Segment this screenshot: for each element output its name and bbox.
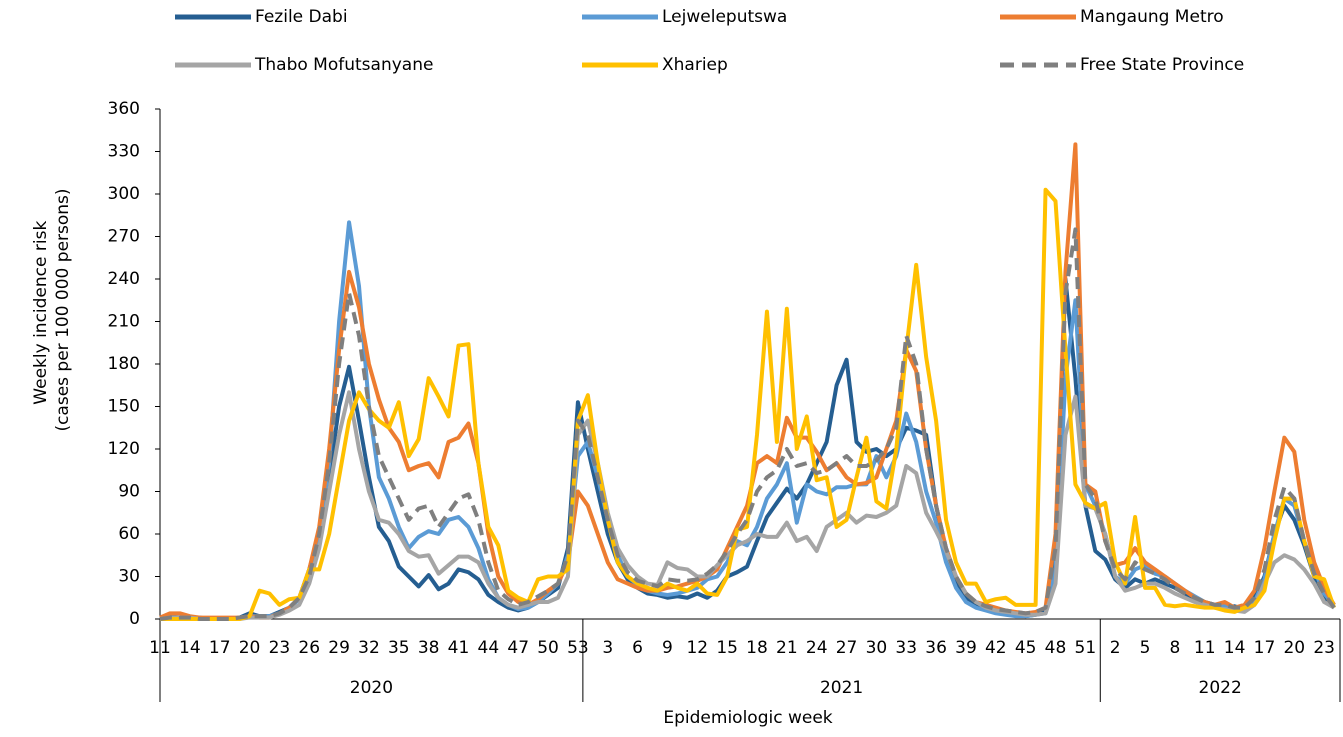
x-tick-label: 53 bbox=[567, 638, 589, 658]
group-label: 2021 bbox=[820, 678, 863, 698]
x-tick-label: 17 bbox=[1254, 638, 1276, 658]
y-tick-label: 180 bbox=[108, 354, 140, 374]
y-tick-label: 150 bbox=[108, 397, 140, 417]
x-tick-label: 14 bbox=[179, 638, 201, 658]
x-tick-label: 8 bbox=[1169, 638, 1180, 658]
x-tick-label: 20 bbox=[1283, 638, 1305, 658]
legend-label: Xhariep bbox=[662, 55, 728, 75]
x-tick-label: 23 bbox=[269, 638, 291, 658]
y-axis-title-line: (cases per 100 000 persons) bbox=[53, 188, 73, 431]
legend-label: Lejweleputswa bbox=[662, 7, 787, 27]
x-tick-label: 44 bbox=[478, 638, 500, 658]
x-tick-label: 27 bbox=[836, 638, 858, 658]
x-tick-label: 45 bbox=[1015, 638, 1037, 658]
x-tick-label: 39 bbox=[955, 638, 977, 658]
x-tick-label: 36 bbox=[925, 638, 947, 658]
x-tick-label: 6 bbox=[632, 638, 643, 658]
x-tick-label: 35 bbox=[388, 638, 410, 658]
x-tick-label: 42 bbox=[985, 638, 1007, 658]
group-label: 2022 bbox=[1199, 678, 1242, 698]
x-tick-label: 11 bbox=[149, 638, 171, 658]
x-tick-label: 20 bbox=[239, 638, 261, 658]
x-tick-label: 30 bbox=[866, 638, 888, 658]
series-line bbox=[159, 390, 1336, 621]
x-tick-label: 12 bbox=[686, 638, 708, 658]
y-tick-label: 240 bbox=[108, 269, 140, 289]
legend-label: Mangaung Metro bbox=[1080, 7, 1224, 27]
x-tick-label: 18 bbox=[746, 638, 768, 658]
series-line bbox=[159, 227, 1336, 621]
legend-label: Fezile Dabi bbox=[255, 7, 348, 27]
x-tick-label: 23 bbox=[1313, 638, 1335, 658]
x-axis-title: Epidemiologic week bbox=[663, 708, 832, 728]
x-tick-label: 9 bbox=[662, 638, 673, 658]
y-tick-label: 330 bbox=[108, 142, 140, 162]
y-axis-title: Weekly incidence risk (cases per 100 000… bbox=[31, 188, 73, 431]
x-tick-label: 14 bbox=[1224, 638, 1246, 658]
y-tick-label: 30 bbox=[118, 567, 140, 587]
x-tick-label: 29 bbox=[328, 638, 350, 658]
group-label: 2020 bbox=[350, 678, 393, 698]
y-axis-title-line: Weekly incidence risk bbox=[31, 221, 51, 405]
x-tick-label: 41 bbox=[448, 638, 470, 658]
x-tick-label: 11 bbox=[1194, 638, 1216, 658]
y-tick-label: 60 bbox=[118, 524, 140, 544]
x-tick-label: 3 bbox=[602, 638, 613, 658]
legend-label: Free State Province bbox=[1080, 55, 1244, 75]
x-tick-label: 50 bbox=[537, 638, 559, 658]
y-tick-label: 300 bbox=[108, 184, 140, 204]
x-tick-label: 24 bbox=[806, 638, 828, 658]
y-tick-label: 360 bbox=[108, 99, 140, 119]
y-tick-label: 210 bbox=[108, 312, 140, 332]
legend-label: Thabo Mofutsanyane bbox=[254, 55, 433, 75]
series-line bbox=[159, 220, 1336, 621]
x-tick-label: 2 bbox=[1110, 638, 1121, 658]
x-tick-label: 21 bbox=[776, 638, 798, 658]
y-tick-label: 270 bbox=[108, 227, 140, 247]
x-tick-label: 33 bbox=[895, 638, 917, 658]
x-tick-label: 5 bbox=[1140, 638, 1151, 658]
x-tick-label: 17 bbox=[209, 638, 231, 658]
x-tick-label: 48 bbox=[1045, 638, 1067, 658]
x-tick-label: 38 bbox=[418, 638, 440, 658]
y-tick-label: 0 bbox=[129, 609, 140, 629]
x-tick-label: 47 bbox=[507, 638, 529, 658]
y-tick-label: 120 bbox=[108, 439, 140, 459]
series-line bbox=[160, 187, 1336, 621]
y-tick-label: 90 bbox=[118, 482, 140, 502]
x-tick-label: 26 bbox=[298, 638, 320, 658]
x-tick-label: 51 bbox=[1075, 638, 1097, 658]
x-tick-label: 15 bbox=[716, 638, 738, 658]
x-tick-label: 32 bbox=[358, 638, 380, 658]
